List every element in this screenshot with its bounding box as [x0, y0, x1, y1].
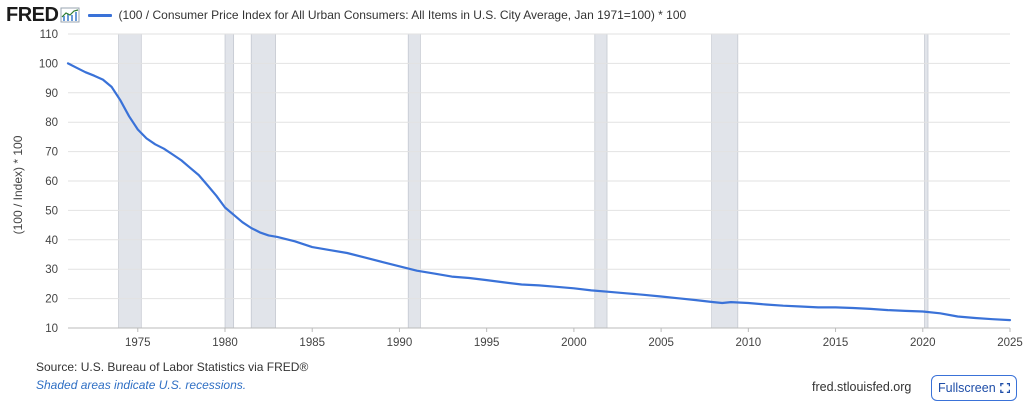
site-url[interactable]: fred.stlouisfed.org: [812, 380, 912, 394]
fullscreen-label: Fullscreen: [938, 381, 996, 395]
line-chart: 10 20 30 40 50 60 70 80 90 100 110 1975 1980 1985 199…: [11, 29, 1023, 349]
y-tick-label: 100: [39, 58, 58, 70]
chart-header: FRED (100 / Consumer Price Index for All…: [6, 2, 686, 28]
series-line: [66, 62, 1012, 322]
x-tick-label: 2000: [561, 337, 587, 349]
y-tick-label: 30: [45, 264, 58, 276]
x-tick-label: 1990: [387, 337, 413, 349]
x-tick-label: 1975: [125, 337, 151, 349]
fred-logo-text: FRED: [6, 3, 59, 26]
y-tick-label: 110: [40, 29, 58, 41]
y-tick-label: 40: [45, 235, 58, 247]
x-tick-label: 2025: [997, 337, 1023, 349]
y-tick-label: 10: [45, 323, 58, 335]
grid-lines: [68, 33, 1010, 329]
y-tick-label: 80: [45, 117, 58, 129]
x-axis-ticks: 1975 1980 1985 1990 1995 2000 2005 2010 2015 2020…: [68, 327, 1023, 349]
x-tick-label: 1985: [299, 337, 325, 349]
y-axis-ticks: 10 20 30 40 50 60 70 80 90 100 110: [39, 29, 58, 335]
y-tick-label: 50: [45, 205, 58, 217]
x-tick-label: 1995: [474, 337, 500, 349]
chart-legend: (100 / Consumer Price Index for All Urba…: [88, 8, 686, 22]
y-axis-label: (100 / Index) * 100: [11, 135, 25, 234]
y-tick-label: 90: [45, 88, 58, 100]
x-tick-label: 2015: [823, 337, 849, 349]
chart-trend-icon: [60, 7, 80, 23]
legend-swatch: [88, 13, 113, 17]
x-tick-label: 2010: [736, 337, 762, 349]
y-tick-label: 20: [45, 294, 58, 306]
source-text: Source: U.S. Bureau of Labor Statistics …: [36, 360, 309, 374]
fullscreen-icon: [999, 383, 1010, 393]
legend-label: (100 / Consumer Price Index for All Urba…: [118, 8, 687, 22]
x-tick-label: 1980: [212, 337, 238, 349]
recession-note: Shaded areas indicate U.S. recessions.: [36, 378, 247, 392]
x-tick-label: 2005: [648, 337, 674, 349]
y-tick-label: 60: [45, 176, 58, 188]
fred-logo[interactable]: FRED: [6, 4, 80, 27]
fullscreen-button[interactable]: Fullscreen: [931, 375, 1017, 401]
x-tick-label: 2020: [910, 337, 936, 349]
series-lines: [66, 62, 1012, 322]
y-tick-label: 70: [45, 147, 58, 159]
